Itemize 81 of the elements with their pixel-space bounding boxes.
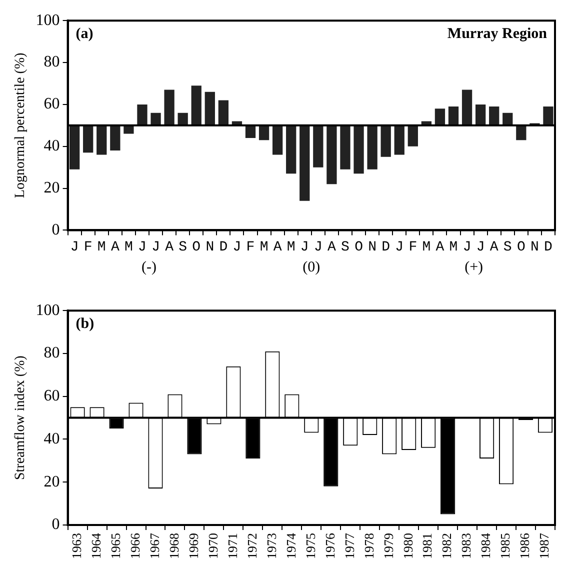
x-tick-label: 1979: [380, 533, 396, 559]
x-tick-label: N: [206, 239, 214, 256]
x-tick-label: J: [462, 239, 472, 256]
x-tick-label: J: [395, 239, 404, 256]
x-tick-label: 1978: [361, 533, 376, 559]
text: (0): [302, 260, 320, 276]
text: (-): [142, 260, 156, 276]
x-tick-label: D: [382, 239, 390, 256]
x-tick-label: J: [152, 239, 160, 256]
x-tick-label: A: [165, 239, 174, 256]
x-tick-label: J: [476, 239, 485, 256]
y-tick-label: 40: [44, 430, 60, 448]
x-tick-label: F: [84, 239, 92, 256]
x-tick-label: D: [219, 239, 228, 256]
x-tick-label: S: [503, 239, 512, 256]
y-tick-label: 100: [36, 12, 60, 29]
x-tick-label: 1973: [264, 533, 279, 559]
x-tick-label: J: [138, 239, 146, 256]
y-tick-label: 60: [44, 388, 60, 405]
annotation: (a): [76, 26, 94, 42]
x-tick-label: A: [490, 239, 499, 256]
annotation: Murray Region: [447, 26, 548, 42]
x-tick-label: M: [97, 239, 106, 256]
x-tick-label: 1968: [166, 533, 182, 559]
x-tick-label: 1971: [224, 533, 240, 559]
y-axis-title: Streamflow index (%): [13, 355, 28, 480]
x-tick-label: A: [110, 239, 120, 256]
text: (+): [464, 260, 484, 276]
x-tick-label: O: [354, 239, 363, 256]
x-tick-label: M: [260, 239, 268, 256]
x-tick-label: 1970: [205, 533, 220, 559]
x-tick-label: 1974: [283, 532, 298, 559]
annotation: (b): [76, 316, 94, 332]
x-tick-label: 1964: [88, 532, 104, 559]
x-tick-label: O: [516, 239, 526, 256]
y-tick-label: 0: [52, 516, 60, 534]
x-tick-label: 1966: [127, 532, 142, 559]
y-tick-label: 0: [52, 221, 60, 238]
x-tick-label: 1982: [439, 533, 454, 559]
x-tick-label: J: [300, 239, 309, 256]
y-tick-label: 20: [44, 473, 60, 490]
x-tick-label: S: [178, 239, 188, 256]
x-tick-label: A: [436, 239, 445, 256]
x-tick-label: M: [449, 239, 458, 256]
x-tick-label: 1981: [420, 533, 435, 559]
x-tick-label: J: [232, 239, 242, 256]
x-tick-label: S: [341, 239, 350, 256]
x-tick-label: M: [124, 239, 133, 256]
x-tick-label: 1980: [400, 533, 416, 559]
x-tick-label: 1987: [536, 532, 552, 559]
x-tick-label: O: [192, 239, 201, 256]
x-tick-label: A: [273, 239, 282, 256]
x-tick-label: M: [422, 239, 431, 256]
x-tick-label: J: [70, 239, 79, 256]
y-tick-label: 20: [44, 179, 60, 196]
x-tick-label: A: [327, 239, 336, 256]
x-tick-label: 1967: [146, 532, 162, 559]
x-tick-label: 1985: [498, 533, 513, 559]
y-tick-label: 60: [44, 96, 60, 113]
x-tick-label: 1972: [244, 533, 260, 559]
x-tick-label: M: [286, 239, 296, 256]
y-tick-label: 100: [36, 302, 60, 319]
x-tick-label: 1984: [478, 532, 494, 559]
x-tick-label: 1986: [517, 532, 532, 559]
x-tick-label: 1975: [302, 533, 318, 559]
x-tick-label: F: [246, 239, 255, 256]
x-tick-label: D: [544, 239, 552, 256]
y-tick-label: 80: [44, 344, 60, 362]
x-tick-label: 1965: [108, 533, 123, 559]
y-tick-label: 80: [44, 54, 60, 71]
x-tick-label: 1983: [458, 533, 474, 559]
x-tick-label: 1976: [322, 532, 338, 559]
x-tick-label: N: [530, 239, 539, 256]
x-tick-label: 1977: [342, 532, 357, 559]
y-tick-label: 40: [44, 138, 60, 155]
x-tick-label: J: [314, 239, 322, 256]
y-axis-title: Lognormal percentile (%): [13, 52, 28, 198]
x-tick-label: N: [368, 239, 377, 256]
x-tick-label: 1963: [68, 533, 84, 559]
x-tick-label: 1969: [186, 533, 201, 559]
x-tick-label: F: [408, 239, 418, 256]
